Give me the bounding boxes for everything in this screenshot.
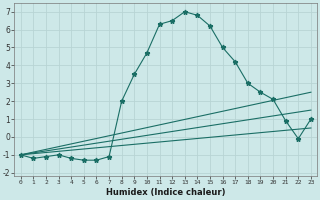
X-axis label: Humidex (Indice chaleur): Humidex (Indice chaleur) [106,188,226,197]
